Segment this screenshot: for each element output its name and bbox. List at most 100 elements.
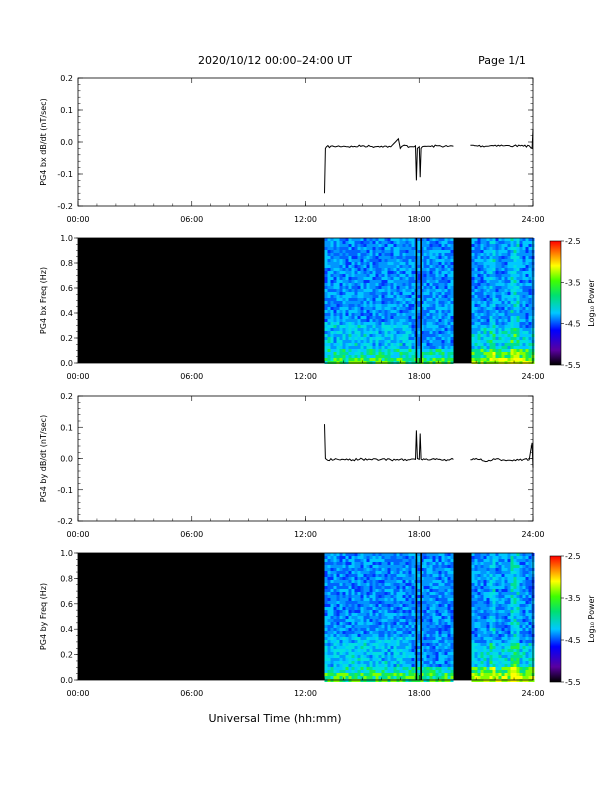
heatmap-cell [426, 253, 430, 256]
heatmap-cell [366, 565, 370, 568]
heatmap-cell [471, 301, 475, 304]
heatmap-cell [375, 583, 379, 586]
heatmap-cell [480, 355, 484, 358]
heatmap-cell [480, 562, 484, 565]
heatmap-cell [507, 271, 511, 274]
heatmap-cell [330, 307, 334, 310]
heatmap-cell [513, 298, 517, 301]
heatmap-cell [384, 256, 388, 259]
heatmap-cell [336, 616, 340, 619]
heatmap-cell [522, 256, 526, 259]
heatmap-cell [330, 247, 334, 250]
heatmap-cell [450, 352, 454, 355]
heatmap-cell [405, 277, 409, 280]
heatmap-cell [408, 553, 412, 556]
heatmap-cell [441, 349, 445, 352]
heatmap-cell [480, 268, 484, 271]
heatmap-cell [444, 586, 448, 589]
heatmap-cell [480, 610, 484, 613]
heatmap-cell [378, 667, 382, 670]
heatmap-cell [357, 301, 361, 304]
heatmap-cell [483, 310, 487, 313]
heatmap-cell [339, 571, 343, 574]
heatmap-cell [360, 652, 364, 655]
heatmap-cell [435, 286, 439, 289]
heatmap-cell [432, 316, 436, 319]
heatmap-cell [450, 283, 454, 286]
heatmap-cell [447, 622, 451, 625]
heatmap-cell [357, 358, 361, 361]
heatmap-cell [375, 559, 379, 562]
heatmap-cell [426, 319, 430, 322]
heatmap-cell [444, 580, 448, 583]
heatmap-cell [369, 352, 373, 355]
heatmap-cell [375, 244, 379, 247]
heatmap-cell [504, 358, 508, 361]
heatmap-cell [399, 619, 403, 622]
heatmap-cell [324, 277, 328, 280]
heatmap-cell [345, 331, 349, 334]
heatmap-cell [429, 643, 433, 646]
heatmap-cell [426, 655, 430, 658]
heatmap-cell [450, 562, 454, 565]
heatmap-cell [507, 316, 511, 319]
heatmap-cell [375, 328, 379, 331]
heatmap-cell [432, 667, 436, 670]
heatmap-cell [444, 313, 448, 316]
heatmap-cell [525, 328, 529, 331]
heatmap-cell [399, 283, 403, 286]
heatmap-cell [369, 328, 373, 331]
heatmap-cell [516, 310, 520, 313]
heatmap-cell [498, 337, 502, 340]
heatmap-cell [351, 277, 355, 280]
heatmap-cell [399, 646, 403, 649]
heatmap-cell [489, 292, 493, 295]
heatmap-cell [354, 607, 358, 610]
heatmap-cell [417, 583, 421, 586]
heatmap-cell [483, 331, 487, 334]
heatmap-cell [507, 331, 511, 334]
heatmap-cell [510, 241, 514, 244]
heatmap-cell [510, 358, 514, 361]
heatmap-cell [489, 331, 493, 334]
heatmap-cell [495, 325, 499, 328]
heatmap-cell [393, 598, 397, 601]
heatmap-cell [477, 574, 481, 577]
heatmap-cell [477, 265, 481, 268]
heatmap-cell [396, 610, 400, 613]
heatmap-cell [450, 622, 454, 625]
heatmap-cell [429, 589, 433, 592]
heatmap-cell [324, 565, 328, 568]
heatmap-cell [339, 652, 343, 655]
heatmap-cell [510, 319, 514, 322]
heatmap-cell [375, 238, 379, 241]
y-tick-label: 0.6 [60, 284, 73, 293]
heatmap-cell [510, 262, 514, 265]
heatmap-cell [381, 559, 385, 562]
heatmap-cell [384, 241, 388, 244]
heatmap-cell [378, 586, 382, 589]
heatmap-cell [522, 283, 526, 286]
heatmap-cell [522, 313, 526, 316]
heatmap-cell [474, 652, 478, 655]
heatmap-cell [480, 295, 484, 298]
heatmap-cell [345, 358, 349, 361]
heatmap-cell [324, 559, 328, 562]
heatmap-cell [405, 304, 409, 307]
heatmap-cell [354, 349, 358, 352]
heatmap-cell [519, 349, 523, 352]
heatmap-cell [369, 562, 373, 565]
heatmap-cell [393, 625, 397, 628]
heatmap-cell [393, 358, 397, 361]
heatmap-cell [384, 592, 388, 595]
heatmap-cell [360, 259, 364, 262]
heatmap-cell [372, 286, 376, 289]
heatmap-cell [393, 355, 397, 358]
heatmap-cell [327, 358, 331, 361]
heatmap-cell [387, 259, 391, 262]
heatmap-cell [393, 283, 397, 286]
heatmap-cell [348, 355, 352, 358]
heatmap-cell [447, 667, 451, 670]
heatmap-cell [498, 325, 502, 328]
heatmap-cell [447, 625, 451, 628]
